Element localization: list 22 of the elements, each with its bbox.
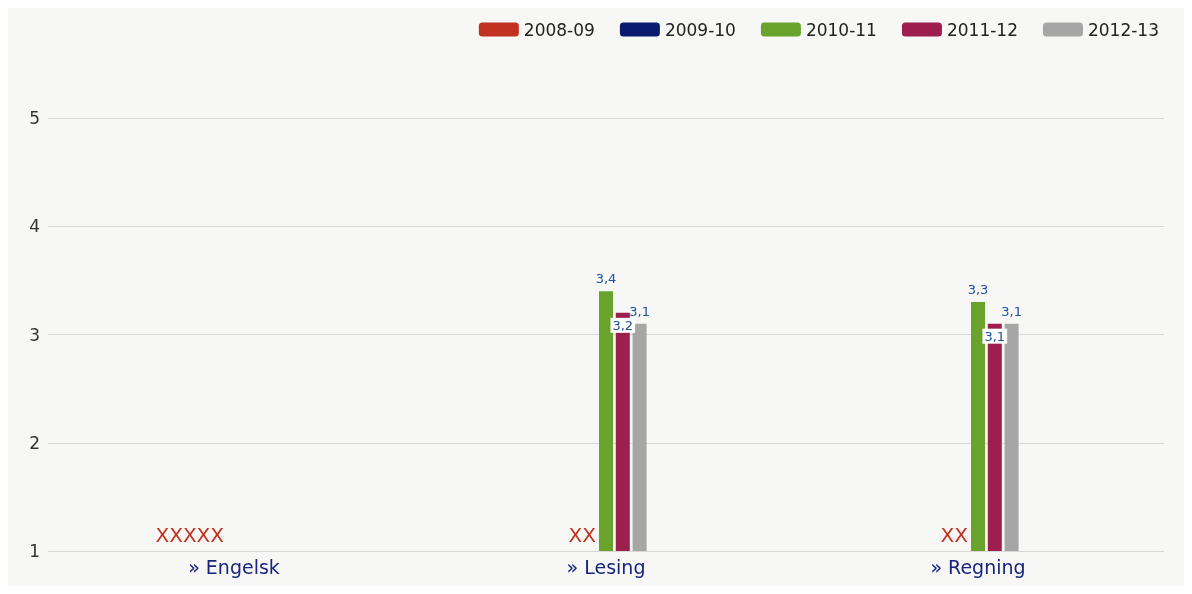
legend-label: 2011-12: [946, 19, 1018, 40]
legend-label: 2010-11: [805, 19, 877, 40]
data-label: 3,1: [1001, 303, 1022, 319]
y-tick-label: 3: [29, 324, 40, 345]
data-label: 3,1: [629, 303, 650, 319]
y-tick-label: 2: [29, 432, 40, 453]
x-tick-label: » Regning: [930, 555, 1026, 578]
data-label: 3,2: [612, 317, 634, 333]
data-label: 3,3: [967, 282, 989, 298]
y-tick-label: 1: [29, 541, 40, 561]
annotation: XX: [940, 523, 969, 547]
x-tick-label: » Engelsk: [188, 555, 280, 578]
legend-label: 2009-10: [664, 19, 736, 40]
data-label: 3,4: [595, 271, 617, 287]
annotation: XXXXX: [155, 523, 225, 547]
y-tick-label: 4: [29, 216, 40, 237]
y-tick-label: 5: [29, 108, 40, 128]
x-tick-label: » Lesing: [566, 555, 646, 578]
legend-label: 2012-13: [1087, 19, 1159, 40]
annotation: XX: [568, 523, 597, 547]
data-label: 3,1: [984, 328, 1006, 344]
legend-label: 2008-09: [523, 19, 595, 40]
